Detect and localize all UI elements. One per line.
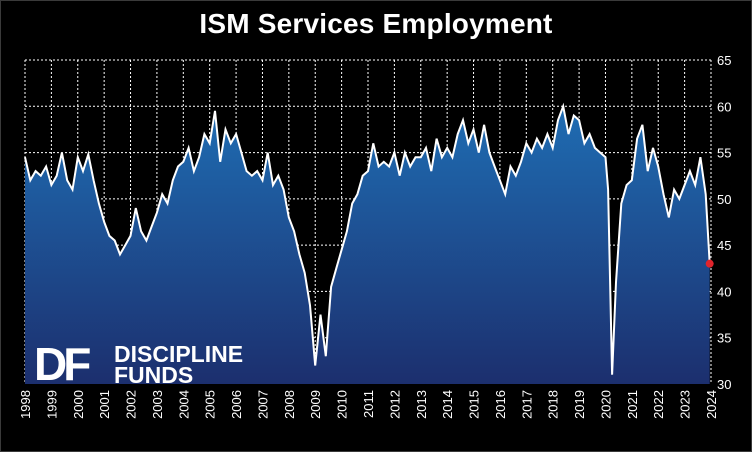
x-tick-label: 2009 — [308, 390, 323, 419]
discipline-funds-logo: DF DISCIPLINE FUNDS — [34, 338, 243, 386]
x-tick-label: 2023 — [678, 390, 693, 419]
x-tick-label: 2015 — [467, 390, 482, 419]
x-tick-label: 2021 — [625, 390, 640, 419]
x-tick-label: 2013 — [414, 390, 429, 419]
y-tick-label: 60 — [717, 99, 731, 114]
x-tick-label: 2000 — [71, 390, 86, 419]
last-point-marker — [705, 259, 714, 268]
logo-line1: DISCIPLINE — [114, 341, 243, 367]
x-tick-label: 2016 — [493, 390, 508, 419]
y-tick-label: 55 — [717, 146, 731, 161]
logo-mark: DF — [34, 338, 90, 386]
x-tick-label: 1999 — [44, 390, 59, 419]
x-tick-label: 2006 — [229, 390, 244, 419]
x-tick-label: 2022 — [651, 390, 666, 419]
x-tick-label: 2004 — [176, 390, 191, 419]
x-tick-label: 2002 — [124, 390, 139, 419]
x-tick-label: 2007 — [255, 390, 270, 419]
x-tick-label: 2018 — [546, 390, 561, 419]
x-tick-label: 2003 — [150, 390, 165, 419]
chart-title: ISM Services Employment — [199, 8, 553, 39]
x-tick-label: 2005 — [203, 390, 218, 419]
y-tick-label: 30 — [717, 377, 731, 392]
series-line — [24, 102, 711, 375]
series-area — [25, 106, 710, 385]
y-tick-label: 45 — [717, 238, 731, 253]
x-tick-label: 2014 — [440, 390, 455, 419]
x-tick-label: 2008 — [282, 390, 297, 419]
x-tick-label: 2020 — [598, 390, 613, 419]
x-tick-label: 2019 — [572, 390, 587, 419]
x-tick-label: 2024 — [704, 390, 719, 419]
logo-line2: FUNDS — [114, 362, 193, 386]
x-tick-label: 1998 — [18, 390, 33, 419]
x-tick-label: 2010 — [335, 390, 350, 419]
y-tick-label: 40 — [717, 284, 731, 299]
x-tick-label: 2011 — [361, 390, 376, 418]
y-axis: 30 35 40 45 50 55 60 65 — [717, 53, 731, 392]
x-tick-label: 2017 — [519, 390, 534, 419]
x-axis: 1998 1999 2000 2001 2002 2003 2004 2005 2006 2007… — [18, 390, 719, 419]
y-tick-label: 50 — [717, 192, 731, 207]
y-tick-label: 65 — [717, 53, 731, 68]
x-tick-label: 2012 — [387, 390, 402, 419]
x-tick-label: 2001 — [97, 390, 112, 419]
y-tick-label: 35 — [717, 331, 731, 346]
